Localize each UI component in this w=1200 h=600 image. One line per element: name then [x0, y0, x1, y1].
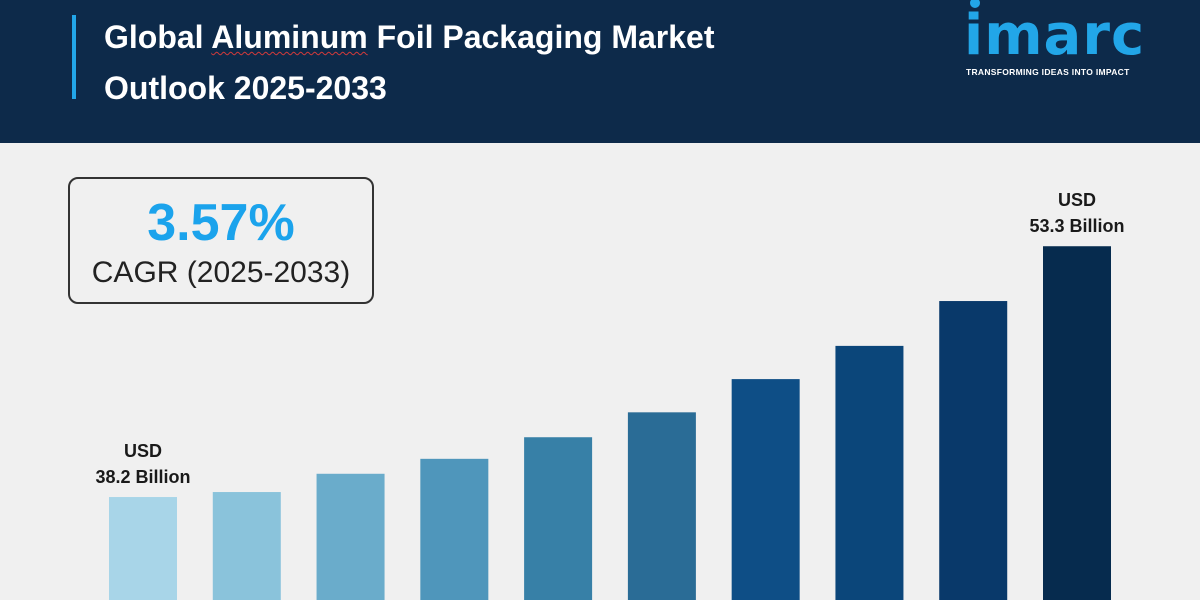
- bar-2028: [420, 458, 489, 600]
- bar-2034: [1043, 246, 1111, 600]
- bar-2033: [939, 301, 1008, 600]
- logo-tagline: TRANSFORMING IDEAS INTO IMPACT: [966, 67, 1130, 77]
- bar-chart: USD 38.2 Billion USD 53.3 Billion: [95, 190, 1125, 600]
- header-accent-bar: [72, 15, 76, 99]
- header-banner: Global Aluminum Foil Packaging Market Ou…: [0, 0, 1200, 143]
- cagr-value: 3.57%: [147, 194, 295, 252]
- title-word-aluminum: Aluminum: [211, 19, 368, 55]
- logo-dot-icon: [970, 0, 980, 8]
- bar-2027: [316, 473, 385, 600]
- bar-annotation-value: 53.3 Billion: [1029, 216, 1124, 236]
- cagr-callout: 3.57% CAGR (2025-2033): [68, 177, 374, 304]
- bar-annotation-value: 38.2 Billion: [95, 467, 190, 487]
- bar-2031: [731, 379, 800, 600]
- cagr-label: CAGR (2025-2033): [91, 256, 351, 289]
- bar-2032: [835, 345, 904, 600]
- title-line-1: Global Aluminum Foil Packaging Market: [104, 12, 864, 63]
- bar-annotation-currency: USD: [124, 441, 162, 461]
- bar-2025: [109, 497, 177, 600]
- page-title: Global Aluminum Foil Packaging Market Ou…: [104, 12, 864, 114]
- bar-2026: [212, 492, 281, 600]
- bar-2030: [627, 412, 696, 600]
- bar-annotation-currency: USD: [1058, 190, 1096, 210]
- title-part-1: Global: [104, 19, 212, 55]
- bar-2029: [524, 437, 593, 600]
- imarc-logo: imarc TRANSFORMING IDEAS INTO IMPACT: [960, 0, 1180, 90]
- title-line-2: Outlook 2025-2033: [104, 70, 387, 106]
- logo-wordmark: imarc: [964, 3, 1146, 68]
- title-part-2: Foil Packaging Market: [367, 19, 715, 55]
